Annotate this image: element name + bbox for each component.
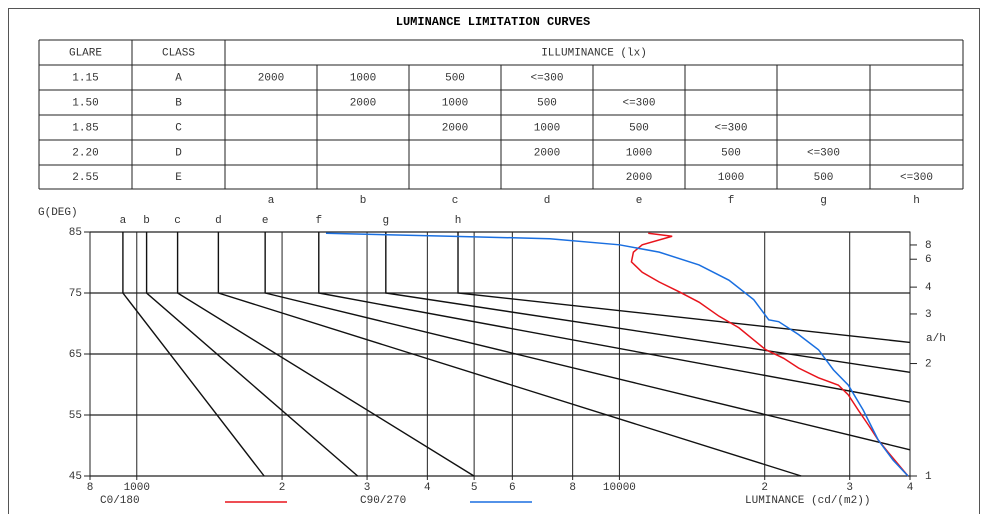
table-cell: <=300 [714, 122, 747, 134]
table-cell: D [175, 147, 182, 159]
table-cell: 1.50 [72, 97, 98, 109]
table-header: ILLUMINANCE (lx) [541, 47, 647, 59]
limit-curve [264, 232, 911, 451]
table-cell: 500 [629, 122, 649, 134]
table-cell: 2000 [626, 172, 652, 184]
y2-tick-label: 6 [925, 254, 932, 266]
y-tick-label: 45 [69, 471, 82, 483]
table-cell: 2.20 [72, 147, 98, 159]
table-cell: 500 [445, 72, 465, 84]
column-letter: c [452, 195, 459, 207]
limit-curve [457, 232, 911, 344]
x-axis-label: LUMINANCE (cd/(m2)) [745, 495, 870, 507]
table-cell: 1000 [718, 172, 744, 184]
column-letter: f [728, 195, 735, 207]
curve-letter: h [455, 215, 462, 227]
table-cell: 500 [537, 97, 557, 109]
table-cell: B [175, 97, 182, 109]
x-tick-label: 1000 [124, 482, 150, 494]
limit-curve [217, 232, 802, 477]
y-axis-label: G(DEG) [38, 207, 78, 219]
table-cell: 1.15 [72, 72, 98, 84]
table-cell: 1000 [534, 122, 560, 134]
y2-tick-label: 1 [925, 471, 932, 483]
x-tick-label: 2 [761, 482, 768, 494]
table-header: GLARE [69, 47, 102, 59]
table-cell: E [175, 172, 182, 184]
table-cell: C [175, 122, 182, 134]
curve-letter: e [262, 215, 269, 227]
table-cell: <=300 [900, 172, 933, 184]
curve-letter: g [383, 215, 390, 227]
limit-curve [145, 232, 359, 477]
limit-curve [122, 232, 265, 477]
table-cell: <=300 [622, 97, 655, 109]
y2-tick-label: 4 [925, 282, 932, 294]
x-tick-label: 3 [846, 482, 853, 494]
y-tick-label: 65 [69, 349, 82, 361]
table-cell: 2000 [350, 97, 376, 109]
y2-tick-label: 8 [925, 240, 932, 252]
x-tick-label: 4 [424, 482, 431, 494]
y-tick-label: 75 [69, 288, 82, 300]
table-cell: <=300 [807, 147, 840, 159]
y-tick-label: 55 [69, 410, 82, 422]
column-letter: a [268, 195, 275, 207]
table-cell: 1.85 [72, 122, 98, 134]
table-cell: A [175, 72, 182, 84]
curve-letter: c [174, 215, 181, 227]
table-cell: 2000 [442, 122, 468, 134]
title: LUMINANCE LIMITATION CURVES [396, 15, 590, 29]
curve-letter: d [215, 215, 222, 227]
y-tick-label: 85 [69, 227, 82, 239]
table-cell: 2000 [258, 72, 284, 84]
x-tick-label: 2 [279, 482, 286, 494]
frame [8, 8, 980, 514]
x-tick-label: 3 [364, 482, 371, 494]
x-tick-label: 5 [471, 482, 478, 494]
x-tick-label: 4 [907, 482, 914, 494]
column-letter: d [544, 195, 551, 207]
table-cell: 2.55 [72, 172, 98, 184]
limit-curve [318, 232, 911, 403]
curve-letter: f [315, 215, 322, 227]
series-line [325, 232, 909, 477]
x-tick-label: 8 [87, 482, 94, 494]
table-cell: <=300 [530, 72, 563, 84]
table-cell: 1000 [442, 97, 468, 109]
column-letter: e [636, 195, 643, 207]
column-letter: g [820, 195, 827, 207]
x-tick-label: 8 [569, 482, 576, 494]
curve-letter: b [143, 215, 150, 227]
legend-label: C90/270 [360, 495, 406, 507]
y2-tick-label: 3 [925, 309, 932, 321]
curve-letter: a [120, 215, 127, 227]
y2-axis-label: a/h [926, 333, 946, 345]
limit-curve [385, 232, 911, 373]
table-cell: 500 [721, 147, 741, 159]
legend-label: C0/180 [100, 495, 140, 507]
y2-tick-label: 2 [925, 358, 932, 370]
x-tick-label: 10000 [603, 482, 636, 494]
table-cell: 2000 [534, 147, 560, 159]
table-header: CLASS [162, 47, 195, 59]
column-letter: b [360, 195, 367, 207]
column-letter: h [913, 195, 920, 207]
table-cell: 500 [814, 172, 834, 184]
table-cell: 1000 [626, 147, 652, 159]
series-line [630, 232, 909, 477]
table: GLARE CLASS ILLUMINANCE (lx) 1.15 A 2000 1000 5… [38, 39, 964, 207]
limit-curve [176, 232, 475, 477]
x-tick-label: 6 [509, 482, 516, 494]
table-cell: 1000 [350, 72, 376, 84]
